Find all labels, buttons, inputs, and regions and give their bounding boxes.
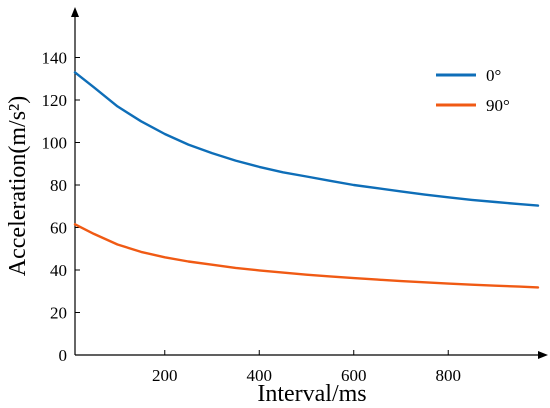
y-tick-label: 100 [42,134,68,153]
x-tick-label: 600 [341,366,367,385]
y-tick-label: 120 [42,91,68,110]
y-tick-label: 60 [50,219,67,238]
y-tick-label: 140 [42,49,68,68]
x-ticks: 200 400 600 800 [152,350,461,385]
x-tick-label: 800 [435,366,461,385]
legend-label: 0° [486,66,501,85]
y-ticks: 0 20 40 60 80 100 120 140 [42,49,80,365]
y-axis-arrow [71,7,79,17]
y-tick-label: 20 [50,304,67,323]
x-axis: 200 400 600 800 Interval/ms [75,350,548,407]
legend-label: 90° [486,96,510,115]
legend: 0° 90° [436,66,510,115]
y-axis: 0 20 40 60 80 100 120 140 Acceleration(m/s²) [5,7,80,365]
series-group [73,71,540,289]
x-axis-title: Interval/ms [257,381,366,407]
x-tick-label: 200 [152,366,178,385]
series-line-1 [73,223,540,289]
x-tick-label: 400 [247,366,273,385]
y-axis-title: Acceleration(m/s²) [5,96,31,276]
y-tick-label: 40 [50,261,67,280]
x-axis-arrow [538,351,548,359]
y-tick-label: 80 [50,176,67,195]
series-line-0 [73,71,540,207]
y-tick-label: 0 [59,346,68,365]
